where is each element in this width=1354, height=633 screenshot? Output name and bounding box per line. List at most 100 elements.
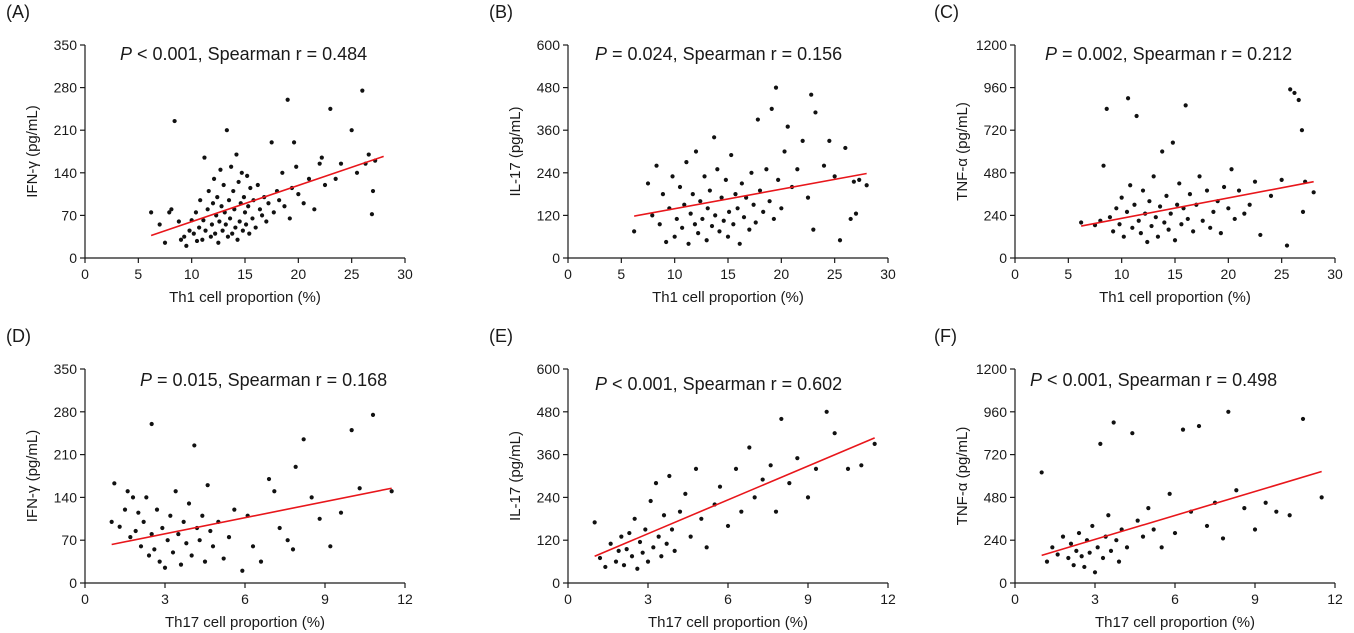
data-point	[1079, 220, 1084, 225]
chart-panel: (B) P = 0.024, Spearman r = 0.156 0 5 10 15 20…	[489, 2, 896, 306]
data-point	[782, 149, 787, 154]
stat-value: < 0.001, Spearman r = 0.484	[132, 44, 367, 64]
x-tick-label: 30	[1327, 266, 1343, 282]
data-point	[613, 559, 619, 564]
data-point	[1263, 500, 1268, 505]
chart-panel: (C) P = 0.002, Spearman r = 0.212 0 5 10 15 20…	[934, 2, 1343, 306]
data-point	[769, 106, 774, 111]
data-point	[293, 464, 298, 469]
data-point	[659, 554, 664, 559]
data-point	[370, 188, 376, 194]
data-point	[229, 164, 234, 169]
data-point	[210, 201, 216, 206]
y-tick-label: 960	[984, 404, 1008, 420]
data-point	[349, 428, 354, 433]
data-point	[272, 489, 277, 494]
data-point	[224, 128, 229, 133]
data-point	[138, 544, 144, 549]
data-point	[306, 176, 312, 181]
data-point	[654, 163, 659, 168]
data-point	[1125, 96, 1131, 101]
data-point	[117, 524, 122, 529]
x-tick-label: 25	[344, 266, 360, 282]
data-point	[219, 204, 224, 209]
data-point	[141, 519, 146, 524]
data-point	[167, 210, 172, 215]
x-tick-label: 10	[1114, 266, 1130, 282]
stat-value: < 0.001, Spearman r = 0.602	[607, 374, 842, 394]
data-point	[211, 176, 217, 181]
data-point	[191, 231, 196, 236]
data-point	[688, 534, 693, 539]
data-point	[1232, 216, 1237, 222]
data-point	[704, 238, 709, 243]
data-point	[317, 516, 322, 521]
data-point	[795, 456, 800, 461]
data-point	[354, 170, 360, 175]
data-point	[735, 206, 740, 211]
data-point	[1074, 548, 1079, 554]
x-tick-label: 30	[880, 266, 896, 282]
data-point	[1221, 184, 1227, 190]
stat-annotation: P < 0.001, Spearman r = 0.602	[595, 374, 842, 394]
data-point	[1151, 174, 1156, 179]
data-point	[220, 228, 225, 233]
y-axis-label: IL-17 (pg/mL)	[507, 106, 524, 196]
data-point	[1268, 193, 1274, 198]
data-point	[170, 550, 176, 555]
data-point	[285, 538, 290, 543]
regression-line	[1041, 470, 1322, 557]
data-point	[1218, 231, 1223, 236]
data-point	[187, 228, 192, 233]
data-point	[645, 559, 651, 564]
data-point	[309, 495, 314, 500]
data-point	[128, 535, 133, 540]
data-point	[1204, 523, 1210, 529]
data-point	[1111, 420, 1116, 425]
data-point	[109, 519, 114, 524]
data-point	[657, 222, 662, 227]
data-point	[144, 495, 149, 500]
data-point	[172, 118, 177, 124]
data-point	[259, 213, 265, 218]
data-point	[1100, 555, 1106, 561]
data-point	[294, 164, 299, 169]
data-point	[787, 481, 792, 486]
data-point	[193, 210, 199, 215]
data-point	[680, 225, 685, 230]
data-point	[266, 476, 272, 482]
data-point	[1179, 222, 1184, 227]
p-symbol: P	[1045, 44, 1057, 64]
panel-letter: (C)	[934, 2, 959, 22]
y-tick-label: 240	[537, 165, 561, 181]
data-point	[1229, 167, 1234, 172]
data-point	[669, 527, 675, 532]
data-point	[726, 209, 732, 214]
data-point	[1130, 225, 1135, 230]
data-point	[234, 152, 239, 157]
data-point	[203, 228, 208, 233]
regression-line	[1080, 180, 1314, 227]
x-tick-label: 6	[724, 591, 732, 607]
data-point	[1258, 232, 1263, 238]
data-point	[1311, 190, 1316, 195]
panel-letter: (D)	[6, 326, 31, 346]
data-point	[1087, 550, 1092, 555]
data-point	[1106, 513, 1111, 518]
panel-letter: (A)	[6, 2, 30, 22]
y-tick-label: 0	[552, 575, 560, 591]
data-point	[686, 241, 691, 246]
data-point	[223, 222, 228, 227]
data-point	[677, 184, 683, 190]
data-point	[848, 216, 853, 222]
data-point	[227, 216, 233, 221]
data-point	[236, 179, 241, 185]
p-symbol: P	[1030, 370, 1042, 390]
data-point	[271, 210, 276, 215]
data-point	[225, 234, 231, 239]
y-tick-label: 360	[537, 447, 561, 463]
data-point	[176, 219, 181, 224]
data-point	[208, 528, 213, 534]
